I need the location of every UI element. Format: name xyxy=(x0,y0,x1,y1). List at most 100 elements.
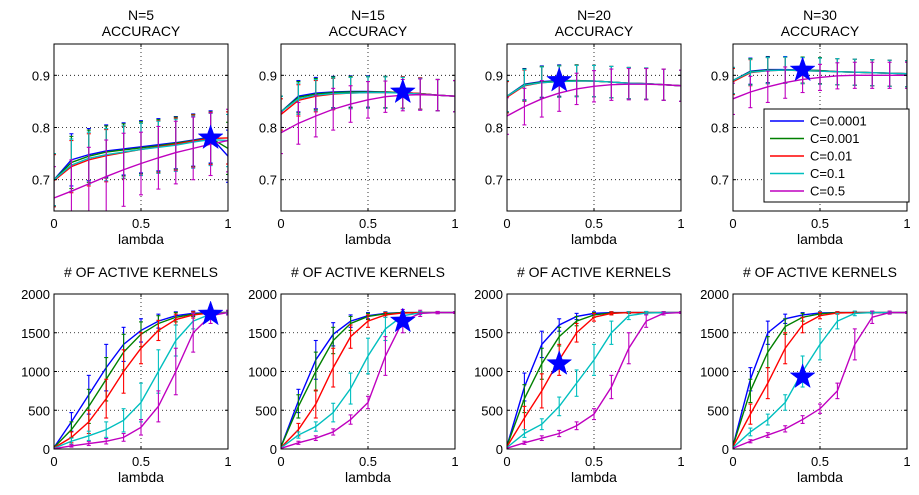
series-line xyxy=(507,311,681,449)
x-tick-label: 1 xyxy=(224,216,231,231)
legend-entry-label: C=0.1 xyxy=(810,166,845,181)
y-tick-label: 0.8 xyxy=(711,121,729,136)
x-axis-label: lambda xyxy=(118,469,164,485)
y-tick-label: 0.9 xyxy=(485,68,503,83)
legend: C=0.0001 C=0.001 C=0.01 C=0.1 C=0.5 xyxy=(763,108,910,203)
x-axis-label: lambda xyxy=(345,469,391,485)
data-layer xyxy=(281,75,455,155)
x-tick-label: 0 xyxy=(50,454,57,469)
series-line xyxy=(733,311,907,449)
best-star-marker xyxy=(546,66,573,92)
x-tick-label: 1 xyxy=(677,216,684,231)
series-line xyxy=(507,311,681,448)
chart-title: # OF ACTIVE KERNELS xyxy=(517,264,671,280)
x-tick-label: 0 xyxy=(277,216,284,231)
chart-title-line: ACCURACY xyxy=(781,23,860,39)
y-tick-label: 0 xyxy=(43,442,50,457)
y-tick-label: 2000 xyxy=(21,287,50,302)
best-star-marker xyxy=(789,56,816,82)
x-axis-label: lambda xyxy=(118,231,164,247)
y-tick-label: 0.8 xyxy=(32,121,50,136)
y-tick-label: 0.9 xyxy=(32,68,50,83)
best-star-marker xyxy=(389,78,416,104)
best-star-marker xyxy=(197,124,224,150)
x-tick-label: 0 xyxy=(729,216,736,231)
x-tick-label: 0 xyxy=(277,454,284,469)
plot-area xyxy=(281,44,455,211)
legend-entry-label: C=0.01 xyxy=(810,149,852,164)
y-tick-label: 0.8 xyxy=(485,121,503,136)
y-tick-label: 0.7 xyxy=(711,173,729,188)
chart-title-line: ACCURACY xyxy=(329,23,408,39)
legend-entry-label: C=0.001 xyxy=(810,131,860,146)
y-tick-label: 1000 xyxy=(21,365,50,380)
data-layer xyxy=(281,308,455,449)
y-tick-label: 0.8 xyxy=(259,121,277,136)
y-tick-label: 0.7 xyxy=(259,173,277,188)
series-c-0-5 xyxy=(733,310,907,449)
y-tick-label: 500 xyxy=(255,403,277,418)
x-tick-label: 0 xyxy=(503,216,510,231)
y-tick-label: 500 xyxy=(707,403,729,418)
x-tick-label: 1 xyxy=(451,454,458,469)
x-tick-label: 1 xyxy=(903,454,910,469)
chart-panel-8: 0 0.5 1 0 500 1000 1500 2000 lambda # OF ACTIVE K… xyxy=(700,264,911,485)
y-tick-label: 1000 xyxy=(474,365,503,380)
series-c-0-5 xyxy=(54,307,228,449)
chart-title: # OF ACTIVE KERNELS xyxy=(291,264,445,280)
best-star-marker xyxy=(789,363,816,389)
chart-title-line: ACCURACY xyxy=(102,23,181,39)
y-tick-label: 1500 xyxy=(21,326,50,341)
x-axis-label: lambda xyxy=(571,469,617,485)
series-line xyxy=(281,311,455,449)
data-layer xyxy=(54,108,228,211)
chart-panel-6: 0 0.5 1 0 500 1000 1500 2000 lambda # OF ACTIVE K… xyxy=(248,264,459,485)
legend-entry-label: C=0.0001 xyxy=(810,114,867,129)
y-tick-label: 500 xyxy=(481,403,503,418)
y-tick-label: 0.9 xyxy=(711,68,729,83)
y-tick-label: 2000 xyxy=(474,287,503,302)
y-tick-label: 2000 xyxy=(700,287,729,302)
chart-panel-5: 0 0.5 1 0 500 1000 1500 2000 lambda # OF ACTIVE K… xyxy=(21,264,232,485)
series-c-0-1 xyxy=(54,310,228,449)
x-tick-label: 0.5 xyxy=(359,454,377,469)
series-c-0-5 xyxy=(507,311,681,449)
series-c-0-5 xyxy=(54,108,228,211)
x-tick-label: 0.5 xyxy=(811,216,829,231)
y-tick-label: 1500 xyxy=(474,326,503,341)
y-tick-label: 0 xyxy=(722,442,729,457)
x-tick-label: 1 xyxy=(224,454,231,469)
y-tick-label: 0 xyxy=(496,442,503,457)
series-line xyxy=(54,311,228,449)
legend-entry-label: C=0.5 xyxy=(810,184,845,199)
chart-panel-7: 0 0.5 1 0 500 1000 1500 2000 lambda # OF ACTIVE K… xyxy=(474,264,685,485)
y-tick-label: 2000 xyxy=(248,287,277,302)
y-tick-label: 1500 xyxy=(700,326,729,341)
x-tick-label: 0.5 xyxy=(585,454,603,469)
y-tick-label: 1500 xyxy=(248,326,277,341)
y-tick-label: 0 xyxy=(270,442,277,457)
x-axis-label: lambda xyxy=(797,469,843,485)
chart-title-line: N=20 xyxy=(577,7,611,23)
best-star-marker xyxy=(389,307,416,333)
x-tick-label: 0 xyxy=(503,454,510,469)
chart-title-line: N=30 xyxy=(803,7,837,23)
x-tick-label: 0.5 xyxy=(811,454,829,469)
series-line xyxy=(54,139,228,199)
y-tick-label: 1000 xyxy=(248,365,277,380)
x-axis-label: lambda xyxy=(345,231,391,247)
chart-title: # OF ACTIVE KERNELS xyxy=(743,264,897,280)
x-tick-label: 1 xyxy=(451,216,458,231)
y-tick-label: 0.9 xyxy=(259,68,277,83)
data-layer xyxy=(507,64,681,135)
data-layer xyxy=(733,310,907,449)
x-tick-label: 0.5 xyxy=(132,454,150,469)
x-tick-label: 0.5 xyxy=(132,216,150,231)
series-line xyxy=(54,311,228,449)
y-tick-label: 500 xyxy=(28,403,50,418)
best-star-marker xyxy=(546,349,573,375)
